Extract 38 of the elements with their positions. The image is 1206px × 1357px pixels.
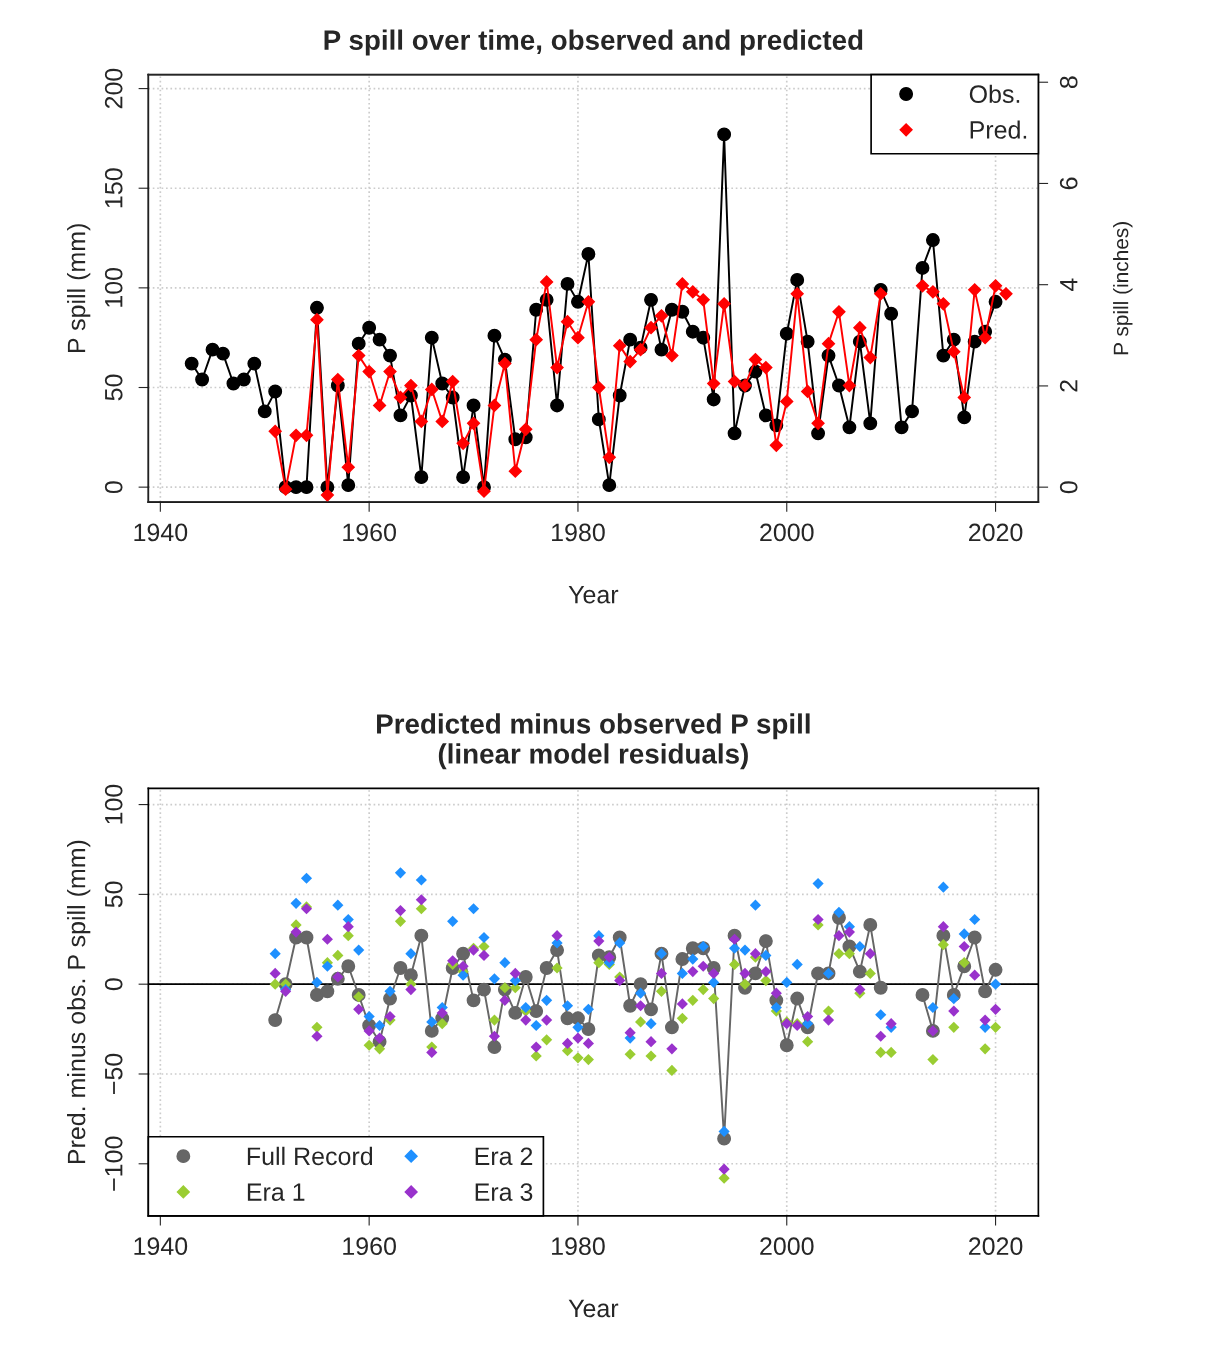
x-tick-label: 2020 [969,1237,1023,1256]
y-tick-label: −100 [104,1136,123,1191]
x-tick-label: 2020 [969,523,1023,542]
legend-label: Pred. [970,120,1027,139]
y2-tick-label: 0 [1059,481,1078,494]
x-axis-title: Year [568,586,619,604]
y2-tick-label: 8 [1059,76,1078,89]
y2-tick-label: 4 [1060,278,1078,292]
x-axis-title: Year [568,1299,619,1318]
y-tick-label: 0 [104,978,123,991]
legend-label: Era 3 [475,1183,533,1201]
y-tick-label: 200 [104,68,123,109]
legend-label: Obs. [969,84,1020,103]
chart-title: P spill over time, observed and predicted [324,29,863,56]
y2-axis-title: P spill (inches) [1113,222,1133,355]
x-tick-label: 1940 [134,523,188,542]
x-tick-label: 2000 [760,1237,814,1256]
y2-tick-label: 2 [1059,380,1078,392]
x-tick-label: 1980 [552,1237,605,1256]
y-tick-label: 100 [104,784,123,824]
y-tick-label: −50 [104,1053,123,1094]
y-tick-label: 100 [104,267,123,307]
y-axis-title: P spill (mm) [67,224,91,353]
x-tick-label: 1960 [343,523,396,542]
legend-label: Era 2 [475,1147,533,1166]
chart-title: Predicted minus observed P spill (linear model residuals) [377,713,810,770]
y2-tick-label: 6 [1059,177,1078,190]
x-tick-label: 1980 [552,523,605,542]
y-tick-label: 50 [104,374,123,401]
legend-label: Full Record [247,1146,373,1166]
y-tick-label: 150 [104,168,123,208]
legend-label: Era 1 [247,1183,305,1201]
y-tick-label: 0 [104,481,123,494]
y-axis-title: Pred. minus obs. P spill (mm) [67,840,91,1164]
y-tick-label: 50 [104,881,123,908]
x-tick-label: 1940 [134,1237,188,1256]
x-tick-label: 2000 [760,523,814,542]
x-tick-label: 1960 [343,1237,396,1256]
